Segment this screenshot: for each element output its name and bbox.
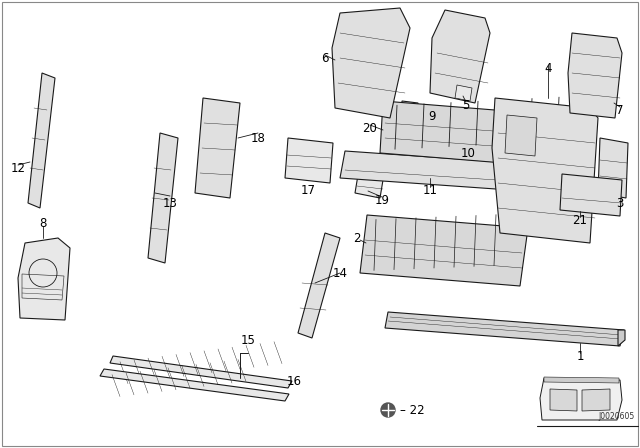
Text: 8: 8	[39, 216, 47, 229]
Polygon shape	[400, 101, 418, 140]
Text: 7: 7	[616, 103, 624, 116]
Polygon shape	[484, 138, 502, 162]
Polygon shape	[430, 10, 490, 103]
Text: 16: 16	[287, 375, 301, 388]
Polygon shape	[560, 174, 622, 216]
Polygon shape	[110, 356, 292, 388]
Polygon shape	[355, 163, 385, 198]
Text: 20: 20	[363, 121, 378, 134]
Polygon shape	[28, 73, 55, 208]
Polygon shape	[148, 133, 178, 263]
Polygon shape	[380, 101, 594, 170]
Polygon shape	[492, 98, 598, 243]
Polygon shape	[100, 369, 289, 401]
Text: 13: 13	[163, 197, 177, 210]
Polygon shape	[544, 377, 619, 383]
Polygon shape	[340, 151, 516, 190]
Text: 18: 18	[251, 132, 266, 145]
Text: 12: 12	[10, 161, 26, 175]
Text: 21: 21	[573, 214, 588, 227]
Text: 1: 1	[576, 349, 584, 362]
Text: 19: 19	[374, 194, 390, 207]
Polygon shape	[332, 8, 410, 118]
Polygon shape	[360, 215, 528, 286]
Polygon shape	[285, 138, 333, 183]
Polygon shape	[505, 115, 537, 156]
Polygon shape	[618, 330, 625, 346]
Polygon shape	[550, 389, 577, 411]
Circle shape	[381, 403, 395, 417]
Text: 10: 10	[461, 146, 476, 159]
Polygon shape	[385, 312, 624, 346]
Polygon shape	[18, 238, 70, 320]
Text: 17: 17	[301, 184, 316, 197]
Text: 15: 15	[241, 333, 255, 346]
Polygon shape	[568, 33, 622, 118]
Text: 3: 3	[616, 197, 624, 210]
Text: 9: 9	[428, 109, 436, 122]
Text: 2: 2	[353, 232, 361, 245]
Text: 11: 11	[422, 184, 438, 197]
Text: 5: 5	[462, 99, 470, 112]
Polygon shape	[195, 98, 240, 198]
Text: – 22: – 22	[400, 404, 424, 417]
Text: J0020605: J0020605	[599, 412, 635, 421]
Text: 4: 4	[544, 61, 552, 74]
Polygon shape	[598, 138, 628, 198]
Polygon shape	[540, 378, 622, 420]
Polygon shape	[582, 389, 610, 411]
Text: 6: 6	[321, 52, 329, 65]
Polygon shape	[298, 233, 340, 338]
Text: 14: 14	[333, 267, 348, 280]
Polygon shape	[455, 85, 472, 101]
